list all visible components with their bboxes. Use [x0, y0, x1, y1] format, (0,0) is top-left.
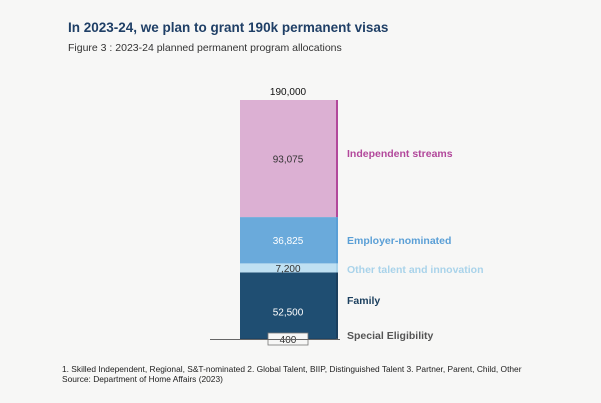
- bar-edge-family: [336, 272, 338, 339]
- series-label-family: Family: [347, 295, 380, 307]
- bar-edge-employer-nominated: [336, 217, 338, 264]
- value-label-other-talent-and-innovation: 7,200: [275, 264, 300, 275]
- bar-segment-employer-nominated: [240, 217, 336, 264]
- series-label-employer-nominated: Employer-nominated: [347, 235, 451, 247]
- bar-segment-other-talent-and-innovation: [240, 263, 336, 273]
- value-label-independent-streams: 93,075: [273, 155, 304, 166]
- chart-subtitle: Figure 3 : 2023-24 planned permanent pro…: [68, 42, 342, 54]
- footnote-source: Source: Department of Home Affairs (2023…: [62, 374, 223, 384]
- bar-edge-independent-streams: [336, 100, 338, 218]
- total-label: 190,000: [270, 87, 307, 98]
- series-label-independent-streams: Independent streams: [347, 148, 453, 160]
- value-label-special-eligibility: 400: [280, 335, 297, 346]
- series-label-other-talent-and-innovation: Other talent and innovation: [347, 264, 484, 276]
- value-label-family: 52,500: [273, 307, 304, 318]
- footnote: 1. Skilled Independent, Regional, S&T-no…: [62, 364, 522, 384]
- bar-segment-family: [240, 272, 336, 339]
- value-label-employer-nominated: 36,825: [273, 236, 304, 247]
- series-label-special-eligibility: Special Eligibility: [347, 330, 434, 342]
- bar-segment-independent-streams: [240, 100, 336, 218]
- chart-title: In 2023-24, we plan to grant 190k perman…: [68, 20, 389, 35]
- bar-edge-other-talent-and-innovation: [336, 263, 338, 273]
- footnote-notes: 1. Skilled Independent, Regional, S&T-no…: [62, 364, 522, 374]
